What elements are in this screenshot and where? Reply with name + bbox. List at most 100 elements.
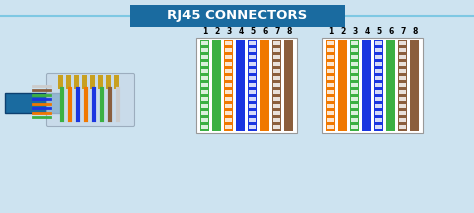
Bar: [261, 40, 270, 131]
Bar: [400, 104, 407, 108]
Bar: [328, 83, 335, 87]
Bar: [249, 125, 256, 129]
Bar: [237, 40, 246, 131]
Text: RJ45 CONNECTORS: RJ45 CONNECTORS: [167, 10, 307, 23]
Bar: [273, 97, 281, 101]
Text: 7: 7: [401, 27, 406, 36]
Text: 2: 2: [340, 27, 346, 36]
Bar: [248, 40, 257, 131]
Bar: [352, 104, 358, 108]
Bar: [410, 40, 419, 131]
Bar: [400, 118, 407, 122]
Bar: [58, 75, 63, 89]
Bar: [328, 118, 335, 122]
Bar: [114, 75, 119, 89]
Bar: [273, 69, 281, 73]
Bar: [273, 76, 281, 80]
Bar: [328, 104, 335, 108]
Bar: [352, 76, 358, 80]
Bar: [273, 90, 281, 94]
Bar: [375, 62, 383, 66]
Bar: [201, 55, 209, 59]
Bar: [352, 41, 358, 45]
Bar: [226, 55, 233, 59]
Bar: [226, 41, 233, 45]
Bar: [273, 48, 281, 52]
Bar: [249, 104, 256, 108]
Bar: [201, 41, 209, 45]
Bar: [273, 118, 281, 122]
Bar: [98, 75, 103, 89]
Bar: [328, 125, 335, 129]
Bar: [273, 40, 282, 131]
Bar: [212, 40, 221, 131]
Bar: [400, 55, 407, 59]
Bar: [400, 125, 407, 129]
Bar: [201, 69, 209, 73]
Bar: [399, 40, 408, 131]
Bar: [338, 40, 347, 131]
Bar: [273, 111, 281, 115]
Bar: [328, 62, 335, 66]
Bar: [273, 125, 281, 129]
Bar: [400, 97, 407, 101]
Bar: [375, 104, 383, 108]
Bar: [5, 93, 60, 113]
Bar: [375, 83, 383, 87]
FancyBboxPatch shape: [46, 73, 135, 127]
Bar: [375, 125, 383, 129]
Bar: [352, 118, 358, 122]
Bar: [374, 40, 383, 131]
Text: 4: 4: [365, 27, 370, 36]
Bar: [130, 5, 345, 27]
Bar: [226, 125, 233, 129]
Bar: [350, 40, 359, 131]
Bar: [273, 104, 281, 108]
Text: 3: 3: [227, 27, 232, 36]
Bar: [201, 104, 209, 108]
Bar: [273, 55, 281, 59]
Text: 8: 8: [286, 27, 292, 36]
Text: 2: 2: [214, 27, 219, 36]
Bar: [328, 76, 335, 80]
Bar: [226, 48, 233, 52]
Bar: [249, 97, 256, 101]
Bar: [375, 111, 383, 115]
Bar: [400, 90, 407, 94]
Bar: [328, 69, 335, 73]
Bar: [322, 38, 423, 133]
Bar: [352, 62, 358, 66]
Text: 5: 5: [376, 27, 382, 36]
Bar: [201, 76, 209, 80]
Bar: [90, 75, 95, 89]
Bar: [400, 83, 407, 87]
Bar: [249, 62, 256, 66]
Bar: [363, 40, 372, 131]
Bar: [226, 62, 233, 66]
Bar: [226, 97, 233, 101]
Bar: [273, 83, 281, 87]
Text: 1: 1: [328, 27, 334, 36]
Bar: [284, 40, 293, 131]
Bar: [327, 40, 336, 131]
Bar: [249, 111, 256, 115]
Bar: [375, 48, 383, 52]
Bar: [375, 118, 383, 122]
Bar: [375, 76, 383, 80]
Bar: [201, 125, 209, 129]
Bar: [400, 62, 407, 66]
Bar: [375, 41, 383, 45]
Bar: [226, 118, 233, 122]
Bar: [201, 97, 209, 101]
Bar: [201, 90, 209, 94]
Bar: [273, 41, 281, 45]
Bar: [82, 75, 87, 89]
Bar: [226, 76, 233, 80]
Bar: [328, 48, 335, 52]
Text: 1: 1: [202, 27, 208, 36]
Bar: [273, 62, 281, 66]
Bar: [400, 69, 407, 73]
Bar: [226, 104, 233, 108]
Text: 5: 5: [250, 27, 255, 36]
Bar: [375, 90, 383, 94]
